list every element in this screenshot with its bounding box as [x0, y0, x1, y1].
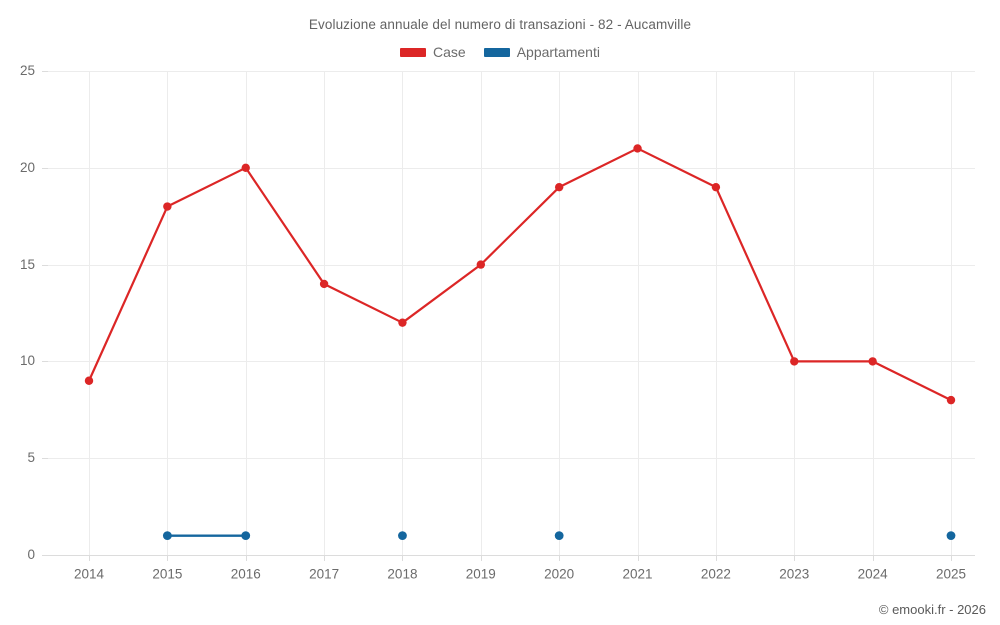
y-tick-label: 25 — [20, 63, 35, 78]
data-point-case[interactable] — [163, 202, 172, 211]
legend-label-appartamenti: Appartamenti — [516, 44, 600, 60]
y-tick-label: 5 — [27, 450, 35, 465]
data-point-appartamenti[interactable] — [398, 531, 407, 541]
data-point-case[interactable] — [554, 182, 564, 192]
data-point-appartamenti[interactable] — [946, 531, 956, 541]
data-point-case[interactable] — [84, 376, 94, 385]
chart-credit: © emooki.fr - 2026 — [878, 602, 986, 617]
y-tick-label: 20 — [20, 160, 35, 175]
data-point-case[interactable] — [790, 357, 799, 366]
series-line-case — [87, 147, 953, 402]
line-swatch-icon — [483, 47, 510, 57]
x-tick-label: 2020 — [544, 567, 574, 582]
legend-label-case: Case — [433, 44, 466, 60]
data-point-case[interactable] — [711, 182, 721, 192]
data-point-case[interactable] — [946, 395, 956, 405]
data-point-case[interactable] — [241, 163, 250, 172]
gridlines — [48, 71, 975, 555]
data-point-case[interactable] — [476, 260, 486, 269]
data-point-case[interactable] — [398, 318, 407, 327]
x-tick-label: 2019 — [466, 567, 496, 582]
series-points — [84, 144, 956, 541]
chart-title: Evoluzione annuale del numero di transaz… — [308, 17, 692, 32]
y-tick-label: 0 — [27, 547, 35, 562]
series-lines — [87, 147, 953, 537]
data-point-appartamenti[interactable] — [554, 531, 564, 541]
data-point-case[interactable] — [868, 357, 877, 366]
data-point-appartamenti[interactable] — [241, 531, 251, 541]
line-swatch-icon — [400, 47, 427, 57]
data-point-case[interactable] — [633, 144, 642, 153]
x-tick-label: 2024 — [858, 567, 889, 582]
data-point-case[interactable] — [319, 279, 329, 289]
y-tick-label: 10 — [20, 353, 35, 368]
y-axis-ticks: 0 5 10 15 20 25 — [20, 63, 48, 562]
x-tick-label: 2021 — [623, 567, 653, 582]
x-tick-label: 2022 — [701, 567, 731, 582]
x-tick-label: 2014 — [74, 567, 105, 582]
x-axis-ticks: 2014 2015 2016 2017 2018 2019 2020 2021 2022 2023… — [74, 555, 966, 582]
x-tick-label: 2023 — [779, 567, 809, 582]
x-tick-label: 2015 — [152, 567, 182, 582]
x-tick-label: 2018 — [387, 567, 417, 582]
legend-item-case[interactable]: Case — [400, 44, 466, 60]
data-point-appartamenti[interactable] — [162, 531, 172, 541]
legend-item-appartamenti[interactable]: Appartamenti — [483, 44, 600, 60]
x-tick-label: 2017 — [309, 567, 339, 582]
y-tick-label: 15 — [20, 257, 35, 272]
chart-legend: Case Appartamenti — [0, 44, 1000, 60]
x-tick-label: 2016 — [231, 567, 261, 582]
x-tick-label: 2025 — [936, 567, 966, 582]
